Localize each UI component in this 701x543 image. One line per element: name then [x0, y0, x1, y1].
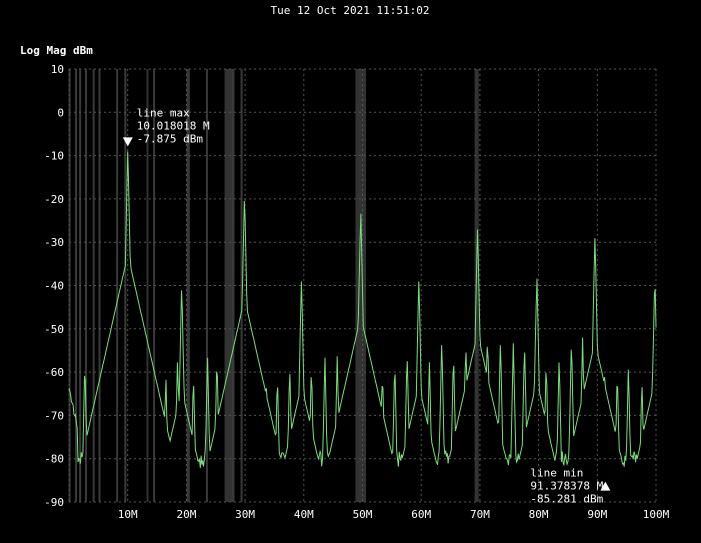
y-tick-label: -30 — [44, 236, 64, 249]
annotation-min-text: -85.281 dBm — [530, 493, 603, 506]
annotation-max-text: -7.875 dBm — [137, 132, 204, 145]
x-tick-label: 30M — [235, 508, 255, 521]
x-tick-label: 40M — [294, 508, 314, 521]
y-tick-label: -10 — [44, 150, 64, 163]
marker-max — [122, 137, 133, 147]
annotation-max-text: line max — [137, 106, 190, 119]
x-tick-label: 80M — [529, 508, 549, 521]
y-tick-label: -40 — [44, 280, 64, 293]
y-tick-labels: 10 0 -10 -20 -30 -40 -50 -60 -70 -80 -90 — [44, 63, 64, 509]
y-tick-label: -60 — [44, 366, 64, 379]
x-tick-label: 70M — [470, 508, 490, 521]
y-tick-label: -90 — [44, 496, 64, 509]
x-tick-label: 20M — [176, 508, 196, 521]
y-tick-label: -20 — [44, 193, 64, 206]
x-tick-label: 90M — [587, 508, 607, 521]
y-tick-label: -70 — [44, 409, 64, 422]
y-tick-label: -80 — [44, 453, 64, 466]
x-tick-label: 10M — [118, 508, 138, 521]
shaded-band — [187, 69, 190, 502]
x-tick-label: 50M — [353, 508, 373, 521]
y-axis-label: Log Mag dBm — [20, 44, 93, 57]
spectrum-trace — [68, 151, 657, 469]
annotation-min-text: 91.378378 M — [530, 480, 603, 493]
x-tick-label: 60M — [411, 508, 431, 521]
x-tick-label: 100M — [643, 508, 670, 521]
y-tick-label: 10 — [51, 63, 64, 76]
annotation-min-text: line min — [530, 467, 583, 480]
y-tick-label: 0 — [57, 106, 64, 119]
shaded-band — [146, 69, 149, 502]
timestamp: Tue 12 Oct 2021 11:51:02 — [271, 4, 430, 17]
y-tick-label: -50 — [44, 323, 64, 336]
x-tick-labels: 10M 20M 30M 40M 50M 60M 70M 80M 90M 100M — [118, 508, 670, 521]
marker-min — [600, 481, 611, 491]
grid — [68, 68, 657, 503]
annotation-max-text: 10.018018 M — [137, 119, 210, 132]
